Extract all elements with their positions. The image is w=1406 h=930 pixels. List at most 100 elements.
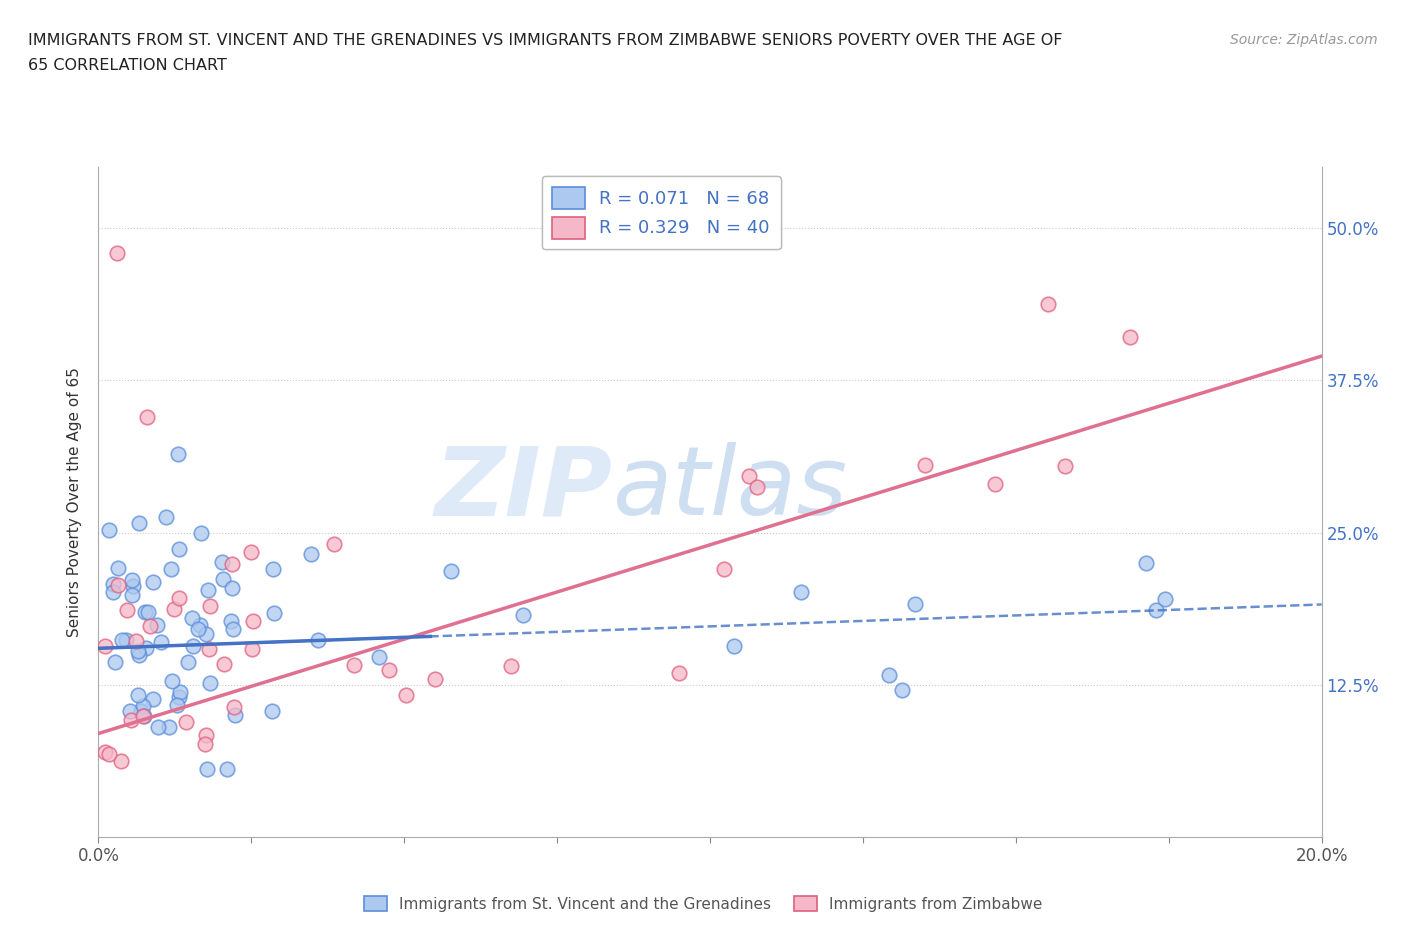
Text: IMMIGRANTS FROM ST. VINCENT AND THE GRENADINES VS IMMIGRANTS FROM ZIMBABWE SENIO: IMMIGRANTS FROM ST. VINCENT AND THE GREN… [28,33,1063,47]
Point [219,614,242,629]
Point [195,762,218,777]
Point [222,700,245,715]
Point [211,572,233,587]
Point [169,684,191,699]
Point [115,633,138,648]
Point [166,698,188,712]
Point [198,641,221,656]
Point [984,476,1007,491]
Point [101,585,124,600]
Point [127,644,149,658]
Point [128,515,150,530]
Point [155,510,177,525]
Point [121,588,143,603]
Point [174,714,197,729]
Point [110,753,132,768]
Point [323,537,346,551]
Point [105,246,128,260]
Text: atlas: atlas [612,443,848,536]
Point [135,640,157,655]
Point [149,634,172,649]
Point [134,604,156,619]
Point [190,525,212,540]
Point [197,583,219,598]
Point [501,658,523,673]
Point [367,650,389,665]
Point [128,647,150,662]
Point [195,728,218,743]
Point [1119,329,1142,344]
Point [120,704,142,719]
Legend: Immigrants from St. Vincent and the Grenadines, Immigrants from Zimbabwe: Immigrants from St. Vincent and the Gren… [357,889,1049,918]
Point [221,622,243,637]
Point [93,744,115,759]
Point [146,618,169,632]
Point [263,605,285,620]
Point [789,585,811,600]
Point [1144,603,1167,618]
Point [198,676,221,691]
Point [299,547,322,562]
Point [157,720,180,735]
Point [224,708,246,723]
Point [221,557,243,572]
Point [129,704,152,719]
Text: 65 CORRELATION CHART: 65 CORRELATION CHART [28,58,226,73]
Y-axis label: Seniors Poverty Over the Age of 65: Seniors Poverty Over the Age of 65 [67,367,83,637]
Point [904,596,927,611]
Point [378,663,401,678]
Point [121,573,143,588]
Point [146,720,169,735]
Point [167,446,190,461]
Point [117,603,139,618]
Point [142,575,165,590]
Point [723,639,745,654]
Point [1053,458,1076,473]
Point [107,560,129,575]
Point [914,458,936,472]
Point [188,618,211,632]
Point [240,545,263,560]
Point [163,602,186,617]
Point [745,480,768,495]
Point [93,638,115,653]
Point [308,632,330,647]
Point [167,591,190,605]
Point [159,562,181,577]
Point [125,633,148,648]
Point [121,579,143,594]
Point [211,554,233,569]
Point [98,747,121,762]
Point [180,611,202,626]
Point [132,709,155,724]
Point [187,621,209,636]
Point [738,469,761,484]
Point [1135,555,1157,570]
Point [512,607,534,622]
Point [343,658,366,672]
Point [1154,591,1177,606]
Point [101,577,124,591]
Point [177,655,200,670]
Point [212,657,235,671]
Point [668,665,690,680]
Point [131,698,153,713]
Point [198,599,221,614]
Point [194,737,217,751]
Point [132,708,155,723]
Point [97,523,120,538]
Point [167,541,190,556]
Text: ZIP: ZIP [434,443,612,536]
Point [120,712,142,727]
Point [167,690,190,705]
Point [138,618,160,633]
Point [127,688,149,703]
Point [215,762,238,777]
Point [194,627,217,642]
Point [423,671,446,686]
Point [240,642,263,657]
Point [713,561,735,576]
Point [111,632,134,647]
Point [181,639,204,654]
Point [242,614,264,629]
